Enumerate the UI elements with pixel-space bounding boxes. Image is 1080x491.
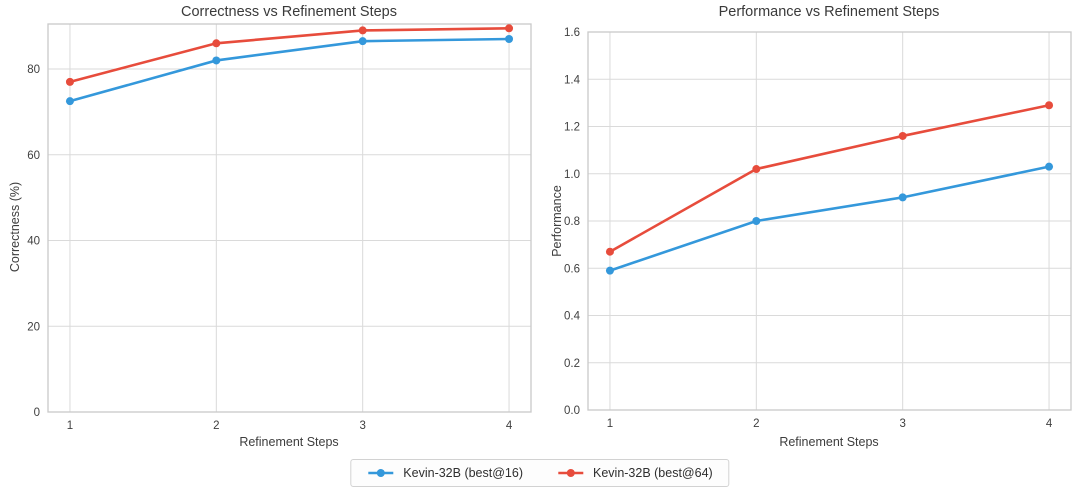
performance-chart-title: Performance vs Refinement Steps [718, 4, 940, 20]
data-point-marker [605, 266, 614, 275]
performance-x-axis-label: Refinement Steps [779, 435, 879, 449]
correctness-y-axis-label: Correctness (%) [8, 181, 22, 273]
series-line-1 [608, 103, 1051, 254]
x-tick-label: 1 [607, 418, 613, 430]
y-tick-label: 1.6 [564, 27, 580, 39]
plot-area-0: 0 20 40 60 80 1 2 3 4 [27, 23, 532, 432]
y-tick-label: 0 [34, 407, 40, 419]
data-point-marker [898, 131, 907, 140]
correctness-chart-title: Correctness vs Refinement Steps [181, 4, 397, 20]
data-point-marker [212, 56, 221, 65]
data-point-marker [752, 165, 761, 174]
data-point-marker [505, 24, 514, 33]
data-point-marker [65, 77, 74, 86]
legend-line-marker-icon [368, 469, 394, 477]
series-line-0 [68, 37, 511, 103]
data-point-marker [1045, 101, 1054, 110]
x-tick-label: 4 [506, 420, 513, 432]
data-point-marker [358, 37, 367, 46]
x-tick-label: 2 [753, 418, 759, 430]
series-line-0 [608, 165, 1051, 272]
y-tick-label: 0.0 [564, 405, 580, 417]
y-tick-label: 1.0 [564, 169, 580, 181]
legend-line-marker-icon [558, 469, 583, 477]
data-point-marker [505, 35, 514, 44]
y-tick-label: 0.8 [564, 216, 580, 228]
data-point-marker [752, 217, 761, 225]
legend-item-best64: Kevin-32B (best@64) [557, 466, 713, 480]
legend-label-best16: Kevin-32B (best@16) [403, 466, 523, 480]
y-tick-label: 0.6 [564, 263, 580, 275]
x-tick-label: 3 [899, 418, 905, 430]
correctness-x-axis-label: Refinement Steps [239, 435, 339, 449]
y-tick-label: 0.2 [564, 358, 580, 370]
y-tick-label: 20 [27, 321, 40, 333]
x-tick-label: 2 [213, 420, 219, 432]
y-tick-label: 60 [27, 150, 40, 162]
data-point-marker [898, 193, 907, 202]
y-tick-label: 80 [27, 64, 40, 76]
legend: Kevin-32B (best@16) Kevin-32B (best@64) [350, 459, 730, 487]
legend-item-best16: Kevin-32B (best@16) [367, 466, 523, 480]
plot-border [587, 31, 1072, 411]
data-point-marker [65, 97, 74, 106]
data-point-marker [1045, 162, 1054, 171]
x-tick-label: 1 [67, 420, 73, 432]
data-point-marker [358, 26, 367, 35]
data-point-marker [212, 39, 221, 48]
y-tick-label: 0.4 [564, 311, 581, 323]
data-point-marker [605, 247, 614, 256]
y-tick-label: 1.4 [564, 74, 581, 86]
legend-label-best64: Kevin-32B (best@64) [593, 466, 713, 480]
series-line-1 [68, 26, 511, 84]
x-tick-label: 4 [1046, 418, 1053, 430]
y-tick-label: 1.2 [564, 122, 580, 134]
y-tick-label: 40 [27, 236, 40, 248]
x-tick-label: 3 [359, 420, 365, 432]
plot-border [47, 23, 532, 413]
plot-area-1: 0.0 0.2 0.4 0.6 0.8 1.0 1.2 1.4 1.6 1 2 3 4 [564, 27, 1072, 430]
performance-y-axis-label: Performance [550, 185, 564, 257]
